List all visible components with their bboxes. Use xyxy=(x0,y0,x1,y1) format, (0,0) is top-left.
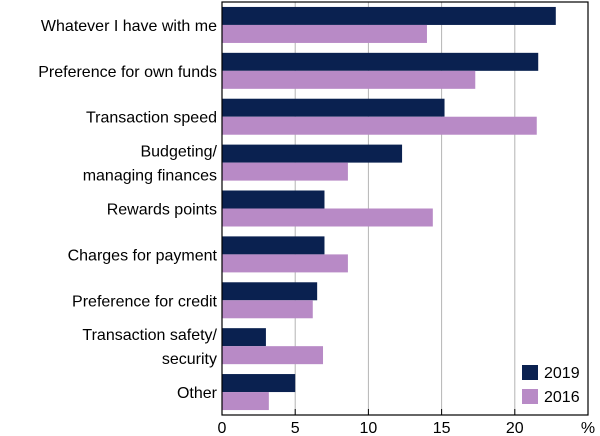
tick-label-0: 0 xyxy=(218,420,227,436)
category-label-7: Transaction safety/security xyxy=(82,327,217,368)
category-label-line: Rewards points xyxy=(107,202,217,219)
bar-2019-4 xyxy=(222,190,325,209)
bar-2016-5 xyxy=(222,254,348,273)
category-label-0: Whatever I have with me xyxy=(41,18,217,35)
category-label-line: Preference for credit xyxy=(72,293,218,310)
tick-label-10: 10 xyxy=(360,420,378,436)
bar-2019-0 xyxy=(222,6,556,25)
category-label-line: Transaction safety/ xyxy=(82,327,217,344)
tick-label-15: 15 xyxy=(433,420,451,436)
legend-label-2019: 2019 xyxy=(544,365,580,382)
bar-2016-2 xyxy=(222,116,537,135)
legend-swatch-2016 xyxy=(522,389,538,404)
category-label-line: Charges for payment xyxy=(68,247,218,264)
legend: 2019 2016 xyxy=(522,365,580,406)
x-axis-unit-label: % xyxy=(581,420,595,436)
bar-2019-7 xyxy=(222,328,266,347)
category-label-5: Charges for payment xyxy=(68,247,218,264)
bar-2019-6 xyxy=(222,282,318,301)
plot-frame xyxy=(221,1,589,416)
category-label-line: Budgeting/ xyxy=(140,144,217,161)
category-label-3: Budgeting/managing finances xyxy=(83,144,218,185)
legend-swatch-2019 xyxy=(522,365,538,380)
bar-2019-8 xyxy=(222,374,296,393)
bar-2019-3 xyxy=(222,144,403,163)
legend-label-2016: 2016 xyxy=(544,389,580,406)
bar-2016-8 xyxy=(222,392,269,411)
category-label-line: Transaction speed xyxy=(86,110,217,127)
bar-2019-1 xyxy=(222,52,539,71)
bars xyxy=(222,6,556,411)
category-labels: Whatever I have with me Preference for ow… xyxy=(38,18,217,402)
bar-2019-2 xyxy=(222,98,445,117)
category-label-line: Preference for own funds xyxy=(38,64,217,81)
category-label-4: Rewards points xyxy=(107,202,217,219)
x-axis-ticks: 0 5 10 15 20 xyxy=(218,409,524,436)
tick-label-20: 20 xyxy=(506,420,524,436)
bar-2016-3 xyxy=(222,162,348,181)
bar-2019-5 xyxy=(222,236,325,255)
category-label-line: security xyxy=(162,351,217,368)
bar-2016-0 xyxy=(222,24,427,43)
bar-2016-4 xyxy=(222,208,433,227)
tick-label-5: 5 xyxy=(291,420,300,436)
category-label-line: managing finances xyxy=(83,168,217,185)
category-label-6: Preference for credit xyxy=(72,293,218,310)
category-label-1: Preference for own funds xyxy=(38,64,217,81)
category-label-8: Other xyxy=(177,385,218,402)
category-label-line: Whatever I have with me xyxy=(41,18,217,35)
category-label-line: Other xyxy=(177,385,218,402)
bar-2016-6 xyxy=(222,300,313,319)
bar-2016-7 xyxy=(222,346,324,365)
category-label-2: Transaction speed xyxy=(86,110,217,127)
bar-2016-1 xyxy=(222,70,476,89)
